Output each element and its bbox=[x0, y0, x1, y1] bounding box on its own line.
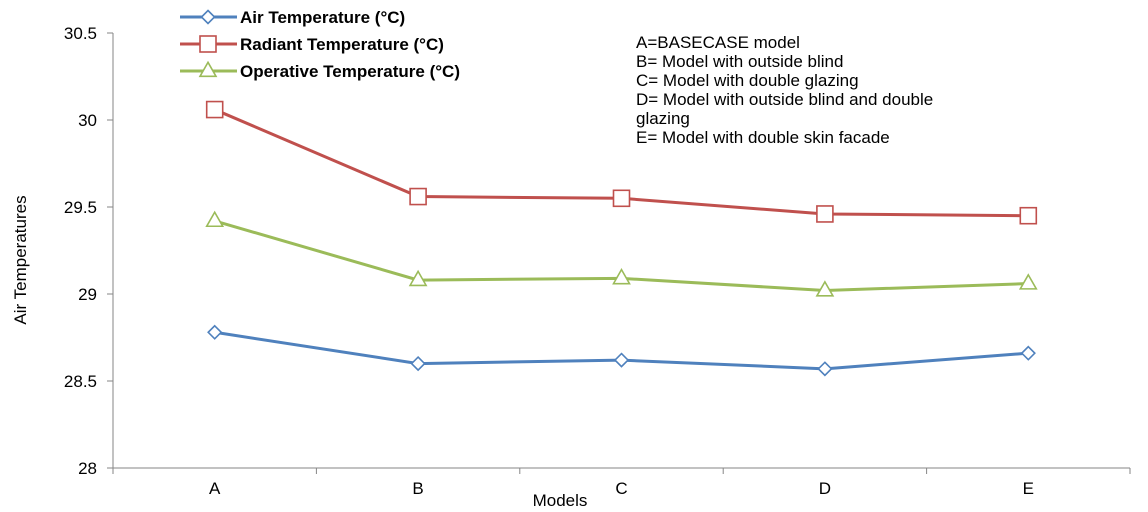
data-point-operative bbox=[408, 269, 428, 287]
series-radiant bbox=[205, 100, 1038, 225]
data-point-radiant bbox=[205, 100, 224, 119]
annotation-line: A=BASECASE model bbox=[636, 33, 800, 52]
legend-entry-air: Air Temperature (°C) bbox=[180, 8, 405, 27]
data-point-air bbox=[613, 352, 630, 368]
legend-entry-radiant: Radiant Temperature (°C) bbox=[180, 35, 444, 54]
annotation-line: D= Model with outside blind and double bbox=[636, 90, 933, 109]
y-tick-label: 29 bbox=[78, 285, 97, 304]
legend-marker-air bbox=[200, 9, 216, 25]
data-point-operative bbox=[205, 210, 225, 228]
y-tick-label: 30 bbox=[78, 111, 97, 130]
legend-label-air: Air Temperature (°C) bbox=[240, 8, 405, 27]
series-operative bbox=[205, 210, 1038, 297]
annotation-line: B= Model with outside blind bbox=[636, 52, 843, 71]
legend-entry-operative: Operative Temperature (°C) bbox=[180, 60, 460, 81]
data-point-radiant bbox=[816, 205, 834, 223]
y-tick-label: 29.5 bbox=[64, 198, 97, 217]
x-tick-label: E bbox=[1023, 479, 1034, 498]
data-point-radiant bbox=[612, 189, 631, 208]
y-axis-title: Air Temperatures bbox=[11, 195, 30, 324]
legend-marker-radiant bbox=[199, 35, 217, 53]
axes: 28 28.5 29 29.5 30 30.5 A B C D E bbox=[64, 24, 1131, 498]
legend-marker-operative bbox=[198, 60, 218, 78]
data-point-air bbox=[1020, 345, 1036, 361]
series-layer bbox=[205, 100, 1038, 377]
data-point-operative bbox=[815, 280, 835, 297]
legend-label-radiant: Radiant Temperature (°C) bbox=[240, 35, 444, 54]
data-point-operative bbox=[612, 268, 631, 285]
series-air bbox=[207, 324, 1036, 377]
data-point-operative bbox=[1018, 273, 1038, 290]
annotation-line: E= Model with double skin facade bbox=[636, 128, 890, 147]
data-point-radiant bbox=[409, 187, 427, 206]
y-tick-label: 30.5 bbox=[64, 24, 97, 43]
legend-label-operative: Operative Temperature (°C) bbox=[240, 62, 460, 81]
x-tick-label: C bbox=[615, 479, 627, 498]
legend: Air Temperature (°C) Radiant Temperature … bbox=[180, 8, 460, 81]
y-tick-label: 28.5 bbox=[64, 372, 97, 391]
data-point-air bbox=[207, 324, 223, 340]
data-point-air bbox=[410, 355, 426, 372]
annotation-line: C= Model with double glazing bbox=[636, 71, 859, 90]
x-tick-label: D bbox=[819, 479, 831, 498]
x-tick-label: B bbox=[412, 479, 423, 498]
y-tick-label: 28 bbox=[78, 459, 97, 478]
x-axis-title: Models bbox=[533, 491, 588, 510]
data-point-air bbox=[817, 361, 833, 377]
data-point-radiant bbox=[1019, 206, 1038, 225]
x-tick-label: A bbox=[209, 479, 221, 498]
annotation-line: glazing bbox=[636, 109, 690, 128]
